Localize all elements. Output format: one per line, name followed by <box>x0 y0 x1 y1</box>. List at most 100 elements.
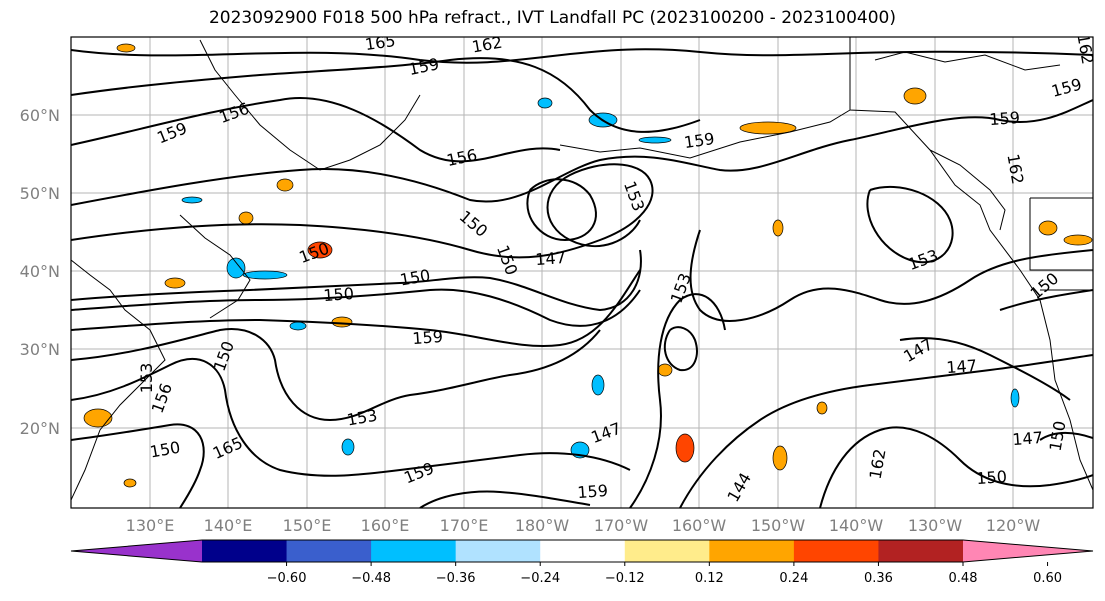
lat-label: 30°N <box>20 340 60 359</box>
colorbar-extend-low <box>71 540 202 562</box>
colorbar-swatch <box>371 540 457 562</box>
contour-line <box>71 288 641 327</box>
coastlines <box>71 37 1093 501</box>
longitude-labels: 130°E 140°E 150°E 160°E 170°E 180°W 170°W 160°W… <box>126 516 1041 535</box>
state-border <box>1029 198 1093 271</box>
contour-line <box>629 293 726 508</box>
contour-line <box>899 337 1071 401</box>
bc-coast <box>929 149 1006 231</box>
colorbar-tick-label: 0.24 <box>779 571 808 586</box>
shade-blob <box>591 374 605 396</box>
map-panel: 165 1621591561591561591501471501501531531… <box>70 31 1097 509</box>
asia-coast <box>71 259 166 501</box>
aleutian-chain <box>559 109 851 159</box>
shade-blob <box>1038 220 1058 236</box>
north-america-coast <box>849 37 1093 491</box>
shade-blob <box>341 438 355 456</box>
colorbar-extend-high <box>963 540 1093 562</box>
contour-label: 159 <box>412 327 444 348</box>
lon-label: 150°E <box>283 516 332 535</box>
lon-label: 160°W <box>672 516 727 535</box>
contour-label: 147 <box>1012 428 1044 449</box>
contour-line <box>663 326 698 372</box>
colorbar-swatch <box>793 540 879 562</box>
shade-blob <box>903 87 927 105</box>
lat-label: 20°N <box>20 419 60 438</box>
contour-line <box>71 99 1093 206</box>
shade-blob <box>116 43 136 53</box>
colorbar-swatch <box>540 540 626 562</box>
shade-blob <box>739 121 797 135</box>
contour-label: 153 <box>137 363 156 394</box>
contour-line <box>866 185 954 264</box>
map-frame <box>70 36 1094 509</box>
contour-label: 147 <box>535 248 567 269</box>
contour-line <box>71 328 601 421</box>
colorbar-tick-label: −0.48 <box>351 571 391 586</box>
lon-label: 170°E <box>440 516 489 535</box>
colorbar: −0.60 −0.48 −0.36 −0.24 −0.12 0.12 0.24 0.36 0.4… <box>70 539 1094 586</box>
colorbar-swatch <box>709 540 795 562</box>
colorbar-swatch <box>286 540 372 562</box>
lon-label: 180°W <box>515 516 570 535</box>
colorbar-swatch <box>878 540 964 562</box>
colorbar-tick-label: 0.12 <box>695 571 724 586</box>
contour-label: 159 <box>577 481 609 502</box>
alaska-range-line <box>874 51 1061 71</box>
contour-label: 159 <box>989 108 1021 129</box>
colorbar-tick-label: 0.48 <box>949 571 978 586</box>
contour-line <box>71 423 205 508</box>
height-contours <box>71 48 1093 508</box>
contour-label: 162 <box>1073 32 1097 65</box>
colorbar-tick-label: −0.36 <box>436 571 476 586</box>
lon-label: 130°E <box>126 516 175 535</box>
contour-line <box>526 178 597 241</box>
shade-blob <box>1063 234 1093 246</box>
refractivity-shading <box>83 43 1093 488</box>
shade-blob <box>331 316 353 328</box>
shade-blob <box>242 270 288 280</box>
contour-line <box>71 97 561 163</box>
lon-label: 170°W <box>594 516 649 535</box>
shade-blob <box>123 478 137 488</box>
shade-blob <box>772 445 788 471</box>
shade-blob <box>772 219 784 237</box>
contour-line <box>819 426 1093 508</box>
lon-label: 130°W <box>908 516 963 535</box>
latitude-labels: 60°N 50°N 40°N 30°N 20°N <box>20 106 60 438</box>
contour-line <box>679 354 1093 508</box>
shade-blob <box>1010 388 1020 408</box>
shade-blob <box>276 178 294 192</box>
contour-line <box>71 269 641 347</box>
shade-blob <box>164 277 186 289</box>
contour-line <box>1039 432 1093 441</box>
contour-line <box>419 490 591 508</box>
contour-line <box>71 48 1093 64</box>
contour-label: 150 <box>323 284 355 305</box>
shade-blob <box>181 196 203 204</box>
shade-blob <box>238 211 254 225</box>
contour-label: 147 <box>946 356 978 377</box>
colorbar-tick-label: 0.36 <box>864 571 893 586</box>
contour-line <box>71 358 631 477</box>
lon-label: 160°E <box>361 516 410 535</box>
lon-label: 120°W <box>986 516 1041 535</box>
lon-label: 150°W <box>751 516 806 535</box>
colorbar-tick-label: 0.60 <box>1033 571 1062 586</box>
lon-label: 140°E <box>204 516 253 535</box>
colorbar-swatch <box>624 540 710 562</box>
colorbar-swatch <box>202 540 288 562</box>
lat-label: 60°N <box>20 106 60 125</box>
colorbar-tick-label: −0.24 <box>520 571 560 586</box>
contour-line <box>71 57 701 133</box>
figure-title: 2023092900 F018 500 hPa refract., IVT La… <box>208 8 896 28</box>
shade-blob <box>289 321 307 331</box>
contour-label: 165 <box>364 31 397 54</box>
shade-blob <box>675 433 695 463</box>
shade-blob <box>307 241 333 259</box>
shade-blob <box>816 401 828 415</box>
shade-blob <box>83 408 113 428</box>
colorbar-outline <box>70 539 1094 563</box>
lon-label: 140°W <box>829 516 884 535</box>
